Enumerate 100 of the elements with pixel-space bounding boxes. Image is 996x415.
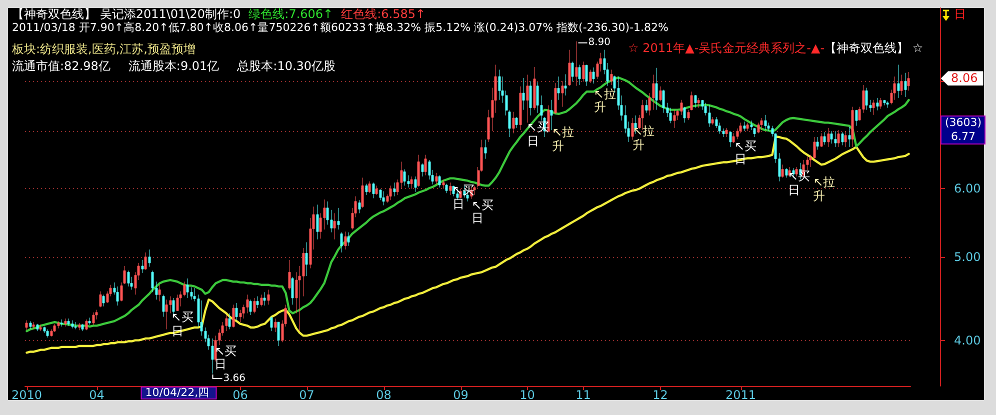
annotation: 升 <box>552 139 564 153</box>
candlestick <box>291 276 294 305</box>
candlestick <box>886 101 889 108</box>
candlestick <box>372 182 375 198</box>
candlestick <box>823 132 826 145</box>
annotation: ↖买 <box>171 310 194 324</box>
candlestick <box>85 319 88 330</box>
candlestick <box>277 322 280 346</box>
candlestick <box>820 133 823 148</box>
candlestick <box>484 140 487 160</box>
annotation: 流通股本:9.01亿 <box>128 59 220 73</box>
candlestick <box>872 100 875 116</box>
candlestick <box>879 98 882 110</box>
candlestick <box>410 176 413 189</box>
candlestick <box>837 130 840 148</box>
candlestick <box>533 66 536 110</box>
x-tick-label: 08 <box>376 388 392 402</box>
candlestick <box>708 104 711 128</box>
candlestick <box>253 298 256 314</box>
candlestick <box>414 176 417 192</box>
candlestick <box>445 184 448 194</box>
candlestick <box>897 64 900 98</box>
candlestick <box>232 304 235 328</box>
candlestick <box>270 316 273 332</box>
candlestick <box>610 69 613 86</box>
candlestick <box>841 132 844 146</box>
candlestick <box>368 181 371 194</box>
annotation: ↖拉 <box>594 87 616 101</box>
candlestick <box>764 114 767 130</box>
candlestick <box>785 168 788 178</box>
candlestick <box>673 110 676 128</box>
text: 2011/03/18 开7.90↑高8.20↑低7.80↑收8.06↑量750226↑额60233↑换8.32% 振5.12% 涨(0.24)3.07% 指数(-236.30)-1.82% <box>12 21 669 34</box>
candlestick <box>645 100 648 114</box>
candlestick <box>141 260 144 274</box>
annotation: 【神奇双色线】 ☆ <box>824 41 924 55</box>
candlestick <box>46 329 49 338</box>
x-tick-label: 10 <box>520 388 535 402</box>
candlestick <box>683 106 686 123</box>
candlestick <box>102 294 105 307</box>
candlestick <box>99 291 102 308</box>
annotation: 绿色线:7.606↑ <box>248 7 334 21</box>
candlestick <box>74 322 77 330</box>
candlestick <box>88 317 91 326</box>
candlestick <box>274 318 277 332</box>
candlestick <box>235 302 238 321</box>
candlestick <box>876 98 879 111</box>
candlestick <box>592 67 595 84</box>
candlestick <box>116 286 119 306</box>
candlestick <box>844 130 847 148</box>
candlestick <box>512 112 515 134</box>
candlestick <box>263 292 266 306</box>
candlestick <box>855 110 858 126</box>
candlestick <box>659 86 662 102</box>
candlestick <box>60 319 63 327</box>
candlestick <box>687 110 690 120</box>
candlestick <box>36 324 39 332</box>
candlestick <box>158 284 161 302</box>
annotation: 日 <box>472 211 484 225</box>
candlestick <box>788 166 791 177</box>
candlestick <box>81 324 84 332</box>
candlestick <box>78 322 81 330</box>
candlestick <box>571 61 574 82</box>
annotation: 总股本:10.30亿股 <box>237 59 336 73</box>
candlestick <box>421 163 424 177</box>
candlestick <box>550 100 553 130</box>
candlestick <box>176 294 179 311</box>
candlestick <box>519 86 522 130</box>
text: 8.06 <box>951 70 978 85</box>
candlestick <box>39 324 42 332</box>
candlestick <box>29 320 32 330</box>
annotation: 日 <box>526 134 539 148</box>
candlestick <box>568 50 571 86</box>
candlestick <box>907 72 910 91</box>
candlestick <box>340 232 343 253</box>
candlestick <box>522 78 525 110</box>
candlestick <box>554 82 557 114</box>
candlestick <box>361 177 364 208</box>
candlestick <box>144 252 147 270</box>
candlestick <box>834 130 837 148</box>
candlestick <box>57 320 60 329</box>
candlestick <box>25 320 28 330</box>
candlestick <box>561 80 564 108</box>
annotation: ↖买 <box>788 169 810 183</box>
candlestick <box>760 118 763 130</box>
candlestick <box>893 76 896 100</box>
annotation: 10/04/22,四 <box>145 386 210 398</box>
candlestick <box>92 312 95 326</box>
x-tick-label: 12 <box>652 388 668 402</box>
annotation: ↖拉 <box>813 175 836 189</box>
x-tick-label: 04 <box>89 388 104 402</box>
candlestick <box>417 154 420 188</box>
candlestick <box>165 299 168 330</box>
candlestick <box>883 100 886 106</box>
y-tick-label: 6.00 <box>954 182 981 196</box>
candlestick <box>830 130 833 144</box>
y-tick-label: 4.00 <box>954 333 981 348</box>
candlestick <box>344 231 347 250</box>
candlestick <box>211 338 214 374</box>
candlestick <box>249 299 252 316</box>
candlestick <box>904 72 907 98</box>
